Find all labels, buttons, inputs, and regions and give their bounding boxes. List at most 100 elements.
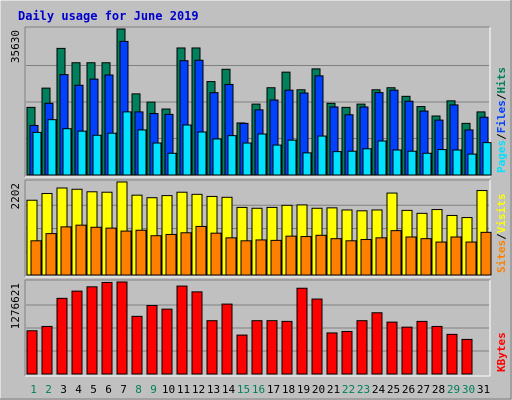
bar-sites-day-4 [75, 224, 87, 276]
bar-sites-day-16 [255, 239, 267, 276]
bar-sites-day-27 [420, 238, 432, 276]
bar-pages-day-17 [272, 144, 282, 176]
bar-sites-day-14 [225, 237, 237, 276]
day-label-25: 25 [387, 383, 400, 396]
bar-kbytes-day-3 [56, 297, 68, 375]
bar-kbytes-day-29 [446, 333, 458, 375]
day-label-3: 3 [60, 383, 67, 396]
bar-pages-day-18 [287, 139, 297, 176]
bar-kbytes-day-12 [191, 291, 203, 375]
bar-kbytes-day-11 [176, 285, 188, 375]
bar-pages-day-14 [227, 135, 237, 176]
day-label-12: 12 [192, 383, 205, 396]
bar-pages-day-12 [197, 131, 207, 176]
series-label-hits: Hits [495, 67, 508, 94]
bar-kbytes-day-23 [356, 320, 368, 375]
bar-pages-day-24 [377, 140, 387, 176]
bar-sites-day-6 [105, 227, 117, 276]
bar-kbytes-day-30 [461, 338, 473, 375]
bar-pages-day-25 [392, 149, 402, 176]
bar-pages-day-7 [122, 111, 132, 176]
bar-kbytes-day-26 [401, 326, 413, 375]
day-label-1: 1 [30, 383, 37, 396]
day-label-10: 10 [162, 383, 175, 396]
day-label-8: 8 [135, 383, 142, 396]
bar-sites-day-13 [210, 232, 222, 276]
bar-sites-day-15 [240, 240, 252, 276]
bar-pages-day-20 [317, 135, 327, 176]
day-label-7: 7 [120, 383, 127, 396]
day-label-20: 20 [312, 383, 325, 396]
bar-sites-day-25 [390, 230, 402, 276]
right-label-visits-sites: Sites/Visits [495, 194, 508, 274]
bar-kbytes-day-28 [431, 325, 443, 375]
right-label-kbytes: KBytes [495, 332, 508, 372]
bar-pages-day-26 [407, 150, 417, 176]
bar-sites-day-21 [330, 238, 342, 276]
bar-kbytes-day-25 [386, 321, 398, 375]
bar-pages-day-1 [32, 131, 42, 176]
day-label-9: 9 [150, 383, 157, 396]
bar-pages-day-15 [242, 142, 252, 176]
bar-pages-day-4 [77, 130, 87, 176]
day-label-29: 29 [447, 383, 460, 396]
bar-kbytes-day-8 [131, 315, 143, 375]
bar-kbytes-day-7 [116, 281, 128, 375]
series-label-files: Files [495, 100, 508, 133]
bar-sites-day-31 [480, 231, 492, 276]
bar-pages-day-10 [167, 152, 177, 176]
bar-sites-day-12 [195, 225, 207, 276]
bar-pages-day-23 [362, 148, 372, 176]
bar-pages-day-22 [347, 150, 357, 176]
day-label-15: 15 [237, 383, 250, 396]
y-tick-label-hits-files-pages: 35630 [9, 30, 22, 63]
series-label-kbytes: KBytes [495, 332, 508, 372]
day-label-11: 11 [177, 383, 190, 396]
bar-sites-day-26 [405, 236, 417, 276]
day-label-28: 28 [432, 383, 445, 396]
bar-pages-day-6 [107, 132, 117, 176]
bar-sites-day-11 [180, 232, 192, 276]
bar-pages-day-28 [437, 149, 447, 176]
bar-kbytes-day-14 [221, 303, 233, 375]
bar-sites-day-18 [285, 235, 297, 276]
chart-bars [26, 28, 492, 375]
bar-sites-day-23 [360, 239, 372, 276]
series-label-pages: Pages [495, 140, 508, 173]
day-label-17: 17 [267, 383, 280, 396]
day-label-30: 30 [462, 383, 475, 396]
bar-kbytes-day-2 [41, 325, 53, 375]
bar-pages-day-31 [482, 142, 492, 176]
bar-pages-day-13 [212, 138, 222, 176]
day-label-19: 19 [297, 383, 310, 396]
y-axis-tick-labels: 35630 2202 1276621 [9, 30, 22, 329]
bar-kbytes-day-27 [416, 320, 428, 375]
bar-sites-day-29 [450, 236, 462, 276]
series-label-sites: Sites [495, 240, 508, 273]
y-tick-label-visits-sites: 2202 [9, 183, 22, 210]
day-label-23: 23 [357, 383, 370, 396]
bar-kbytes-day-19 [296, 287, 308, 375]
bar-sites-day-24 [375, 237, 387, 276]
bar-sites-day-5 [90, 226, 102, 276]
day-label-4: 4 [75, 383, 82, 396]
bar-kbytes-day-10 [161, 308, 173, 375]
bar-kbytes-day-15 [236, 334, 248, 375]
bar-sites-day-20 [315, 234, 327, 276]
bar-sites-day-7 [120, 230, 132, 276]
bar-kbytes-day-20 [311, 298, 323, 375]
day-label-21: 21 [327, 383, 340, 396]
bar-pages-day-21 [332, 151, 342, 176]
bar-pages-day-3 [62, 128, 72, 176]
bar-kbytes-day-13 [206, 320, 218, 375]
bar-sites-day-19 [300, 236, 312, 276]
bar-kbytes-day-18 [281, 320, 293, 375]
day-label-27: 27 [417, 383, 430, 396]
bar-sites-day-28 [435, 241, 447, 276]
bar-kbytes-day-24 [371, 312, 383, 375]
bar-pages-day-30 [467, 153, 477, 176]
bar-pages-day-5 [92, 134, 102, 176]
bar-kbytes-day-9 [146, 305, 158, 375]
bar-pages-day-16 [257, 133, 267, 176]
